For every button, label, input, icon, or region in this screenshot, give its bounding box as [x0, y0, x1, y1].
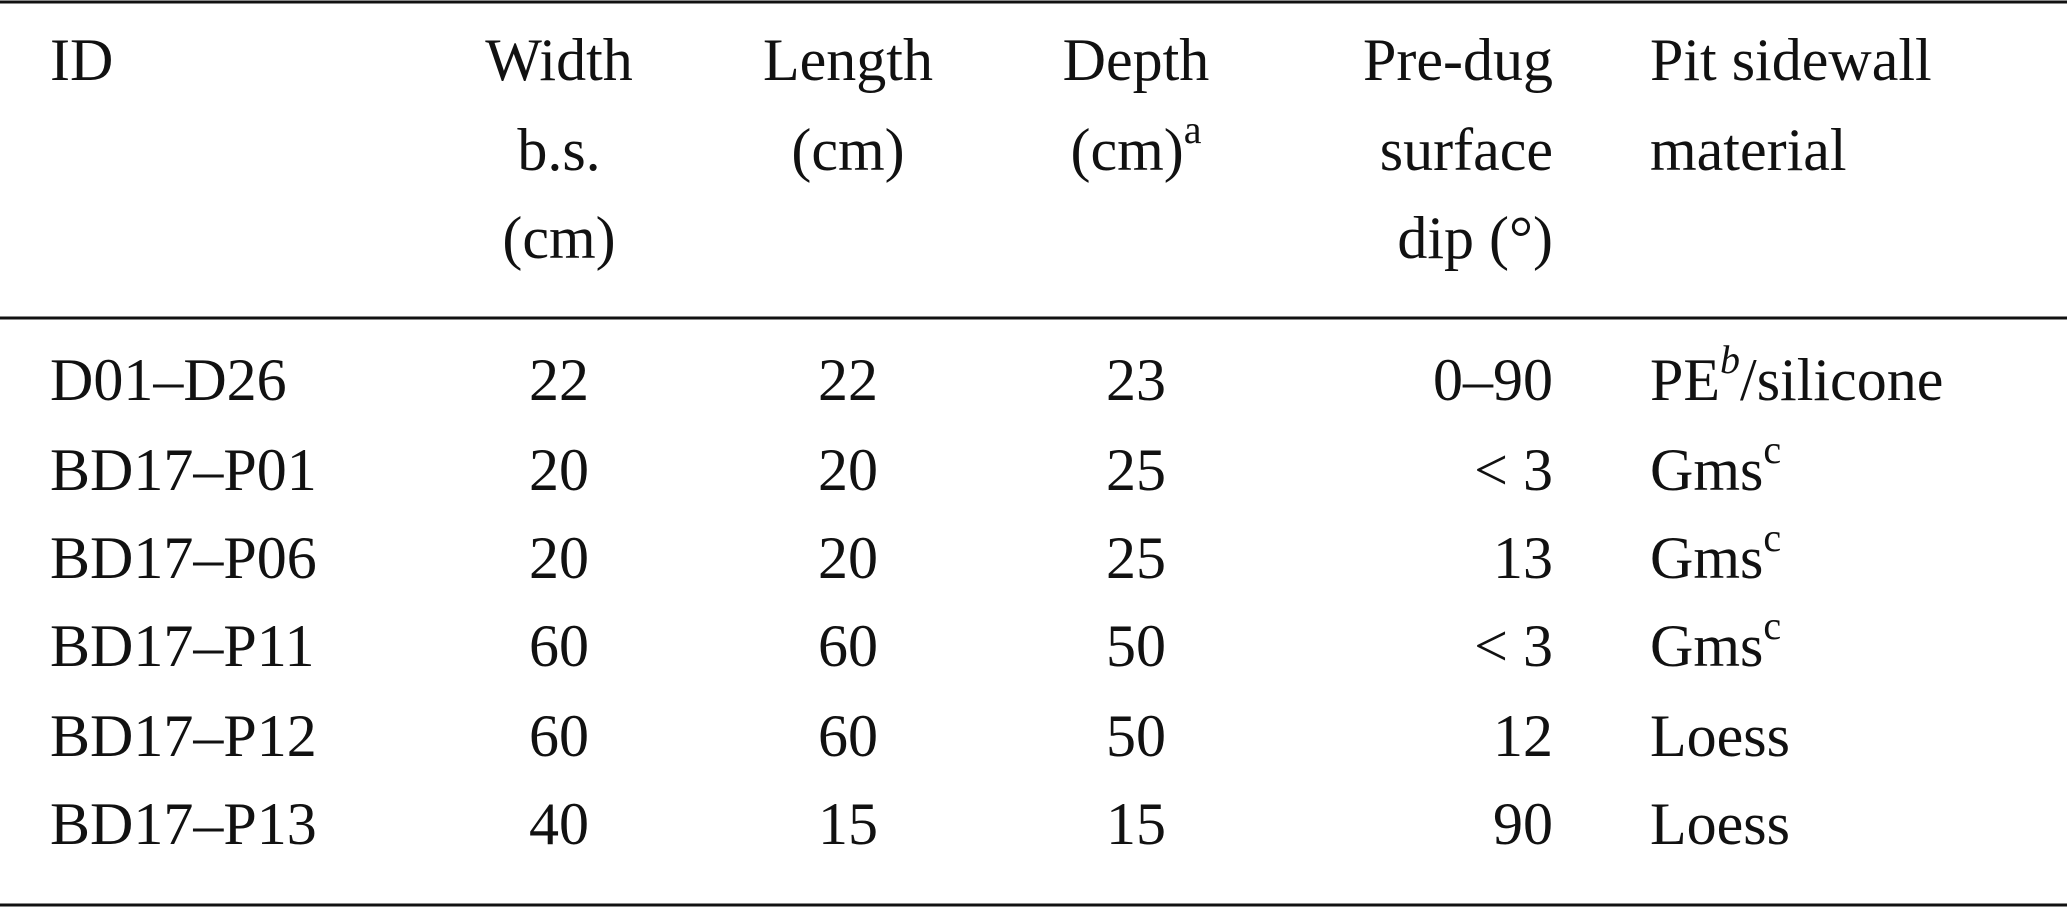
table-cell: 20 [818, 437, 878, 503]
table-cell: 50 [1106, 613, 1166, 679]
table-cell: 60 [818, 613, 878, 679]
table-cell: BD17–P06 [50, 525, 317, 591]
table-cell: 60 [818, 703, 878, 769]
header-cell: Depth [1063, 27, 1210, 93]
cell-text: /silicone [1740, 347, 1943, 413]
table-cell: 50 [1106, 703, 1166, 769]
table-cell: < 3 [1474, 613, 1553, 679]
superscript: a [1184, 107, 1202, 152]
table-cell: BD17–P12 [50, 703, 317, 769]
table-cell: < 3 [1474, 437, 1553, 503]
header-cell: (cm) [791, 117, 904, 183]
header-cell: (cm) [502, 205, 615, 271]
table-cell: 12 [1493, 703, 1553, 769]
table-cell: BD17–P01 [50, 437, 317, 503]
table-cell: 22 [818, 347, 878, 413]
cell-text: PE [1650, 347, 1720, 413]
table-cell: 23 [1106, 347, 1166, 413]
table-cell: Loess [1650, 703, 1790, 769]
table-cell: 60 [529, 703, 589, 769]
header-cell: Length [763, 27, 933, 93]
header-cell: Width [485, 27, 633, 93]
cell-text: Gms [1650, 525, 1763, 591]
table-cell: Gmsc [1650, 427, 1781, 503]
table-cell: 15 [818, 791, 878, 857]
table-cell: BD17–P11 [50, 613, 315, 679]
table-cell: D01–D26 [50, 347, 287, 413]
table-cell: 20 [818, 525, 878, 591]
table-cell: Gmsc [1650, 515, 1781, 591]
header-cell: ID [50, 27, 113, 93]
table-cell: PEb/silicone [1650, 337, 1943, 413]
table-cell: 60 [529, 613, 589, 679]
table-cell: 25 [1106, 437, 1166, 503]
header-cell: surface [1380, 117, 1553, 183]
table-cell: 13 [1493, 525, 1553, 591]
table-cell: BD17–P13 [50, 791, 317, 857]
table-cell: 15 [1106, 791, 1166, 857]
table-cell: 40 [529, 791, 589, 857]
header-cell: dip (°) [1397, 205, 1553, 271]
table-cell: 90 [1493, 791, 1553, 857]
table-cell: 20 [529, 437, 589, 503]
superscript: c [1763, 427, 1781, 472]
header-cell: Pre-dug [1363, 27, 1553, 93]
table-cell: 20 [529, 525, 589, 591]
superscript: c [1763, 515, 1781, 560]
header-cell: material [1650, 117, 1847, 183]
cell-text: (cm) [1070, 117, 1183, 183]
header-cell: b.s. [517, 117, 600, 183]
table-cell: 0–90 [1433, 347, 1553, 413]
table-cell: 25 [1106, 525, 1166, 591]
superscript: c [1763, 603, 1781, 648]
header-cell: (cm)a [1070, 107, 1201, 183]
table-cell: Gmsc [1650, 603, 1781, 679]
cell-text: Gms [1650, 613, 1763, 679]
table-cell: 22 [529, 347, 589, 413]
header-cell: Pit sidewall [1650, 27, 1932, 93]
superscript: b [1720, 337, 1740, 382]
table-cell: Loess [1650, 791, 1790, 857]
cell-text: Gms [1650, 437, 1763, 503]
